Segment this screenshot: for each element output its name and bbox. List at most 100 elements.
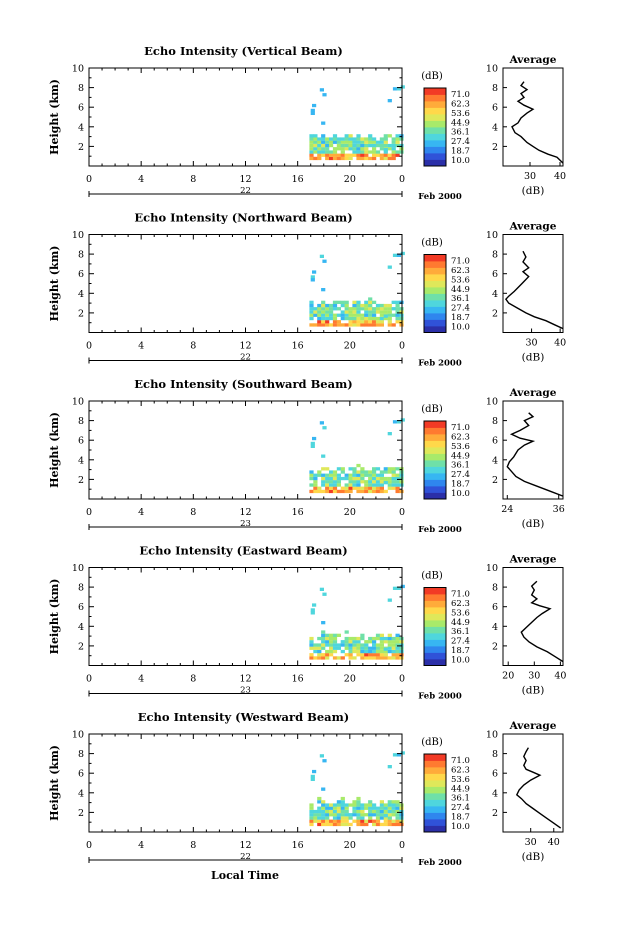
echo-cell — [391, 636, 396, 641]
echo-cell — [352, 643, 357, 647]
echo-cell — [348, 483, 353, 487]
echo-cell — [383, 489, 388, 494]
echo-cell — [321, 656, 326, 660]
echo-cell — [368, 303, 373, 308]
echo-cell — [329, 489, 334, 494]
echo-cell — [364, 303, 369, 308]
echo-cell — [364, 473, 369, 477]
echo-cell — [383, 649, 388, 654]
colorbar-frame — [423, 753, 447, 833]
echo-cell — [387, 646, 392, 650]
echo-cell — [321, 787, 326, 791]
echo-cell — [375, 643, 381, 647]
colorbar-tick-label: 71.0 — [451, 423, 470, 433]
echo-cell — [348, 307, 353, 311]
echo-cell — [368, 809, 373, 814]
echo-cell — [313, 483, 318, 487]
echo-cell — [387, 143, 392, 148]
echo-cell — [332, 813, 338, 817]
echo-cell — [325, 156, 330, 161]
avg-x-tick-label: 40 — [548, 837, 560, 848]
echo-cell — [387, 813, 392, 817]
echo-cell — [375, 320, 381, 324]
echo-cell — [395, 134, 400, 138]
y-tick-label: 8 — [78, 749, 84, 760]
avg-x-tick-label: 24 — [501, 504, 513, 515]
echo-cell — [391, 813, 396, 817]
colorbar-segment — [424, 652, 446, 660]
echo-cell — [395, 489, 400, 494]
echo-cell — [368, 653, 373, 657]
echo-cell — [364, 646, 369, 650]
echo-cell — [336, 646, 341, 650]
colorbar-segment — [424, 819, 446, 826]
echo-cell — [344, 809, 349, 814]
echo-cell — [372, 656, 377, 660]
echo-cell — [368, 476, 373, 481]
echo-cell — [356, 143, 361, 148]
echo-cell — [309, 143, 314, 148]
echo-cell — [309, 489, 314, 494]
echo-cell — [364, 813, 369, 817]
colorbar-segment — [424, 287, 446, 294]
average-profile-line — [515, 747, 562, 829]
colorbar-segment — [424, 146, 446, 154]
echo-cell — [372, 803, 377, 807]
echo-cell — [309, 822, 314, 827]
echo-cell — [360, 649, 365, 654]
echo-cell — [383, 481, 388, 485]
echo-cell — [356, 320, 361, 324]
echo-cell — [379, 636, 384, 641]
y-tick-label: 2 — [78, 641, 84, 652]
colorbar-segment — [424, 326, 446, 333]
echo-cell — [340, 476, 345, 481]
colorbar-segment — [424, 434, 446, 441]
echo-cell — [313, 486, 318, 490]
echo-cell — [344, 813, 349, 817]
colorbar-tick-label: 18.7 — [451, 480, 470, 490]
echo-cell — [387, 636, 392, 641]
echo-cell — [356, 323, 361, 327]
echo-cell — [360, 480, 365, 484]
echo-cell — [317, 470, 322, 474]
echo-cell — [395, 822, 400, 827]
colorbar-segment — [424, 127, 446, 134]
colorbar-segment — [424, 460, 446, 467]
echo-cell — [356, 316, 361, 321]
day-label: 22 — [240, 852, 251, 862]
avg-y-tick-label: 4 — [492, 122, 498, 133]
echo-cell — [368, 156, 373, 161]
echo-cell — [368, 310, 373, 314]
echo-cell — [348, 480, 353, 484]
echo-cell — [336, 147, 341, 151]
echo-cell — [321, 476, 326, 481]
echo-cell — [383, 316, 388, 321]
echo-cell — [356, 649, 361, 654]
echo-cell — [317, 316, 322, 321]
echo-cell — [348, 813, 353, 817]
echo-cell — [313, 310, 318, 314]
x-tick-label: 4 — [138, 674, 144, 685]
colorbar-unit: (dB) — [421, 571, 443, 582]
echo-cell — [329, 137, 334, 141]
echo-cell — [395, 643, 400, 647]
echo-cell — [368, 489, 373, 494]
echo-cell — [332, 806, 338, 810]
date-label: Feb 2000 — [418, 858, 462, 868]
colorbar-segment — [424, 786, 446, 794]
echo-cell — [348, 467, 353, 471]
echo-cell — [375, 806, 381, 810]
echo-cell — [379, 140, 384, 144]
echo-cell — [356, 300, 361, 304]
echo-cell — [313, 813, 318, 817]
plot-frame — [88, 733, 403, 833]
echo-cell — [336, 489, 341, 494]
echo-cell — [391, 137, 396, 141]
echo-cell — [395, 320, 400, 324]
echo-cell — [391, 640, 396, 644]
echo-cell — [325, 480, 330, 484]
avg-y-tick-label: 2 — [492, 808, 498, 819]
echo-cell — [352, 316, 357, 321]
echo-cell — [329, 310, 334, 314]
echo-cell — [340, 649, 345, 654]
